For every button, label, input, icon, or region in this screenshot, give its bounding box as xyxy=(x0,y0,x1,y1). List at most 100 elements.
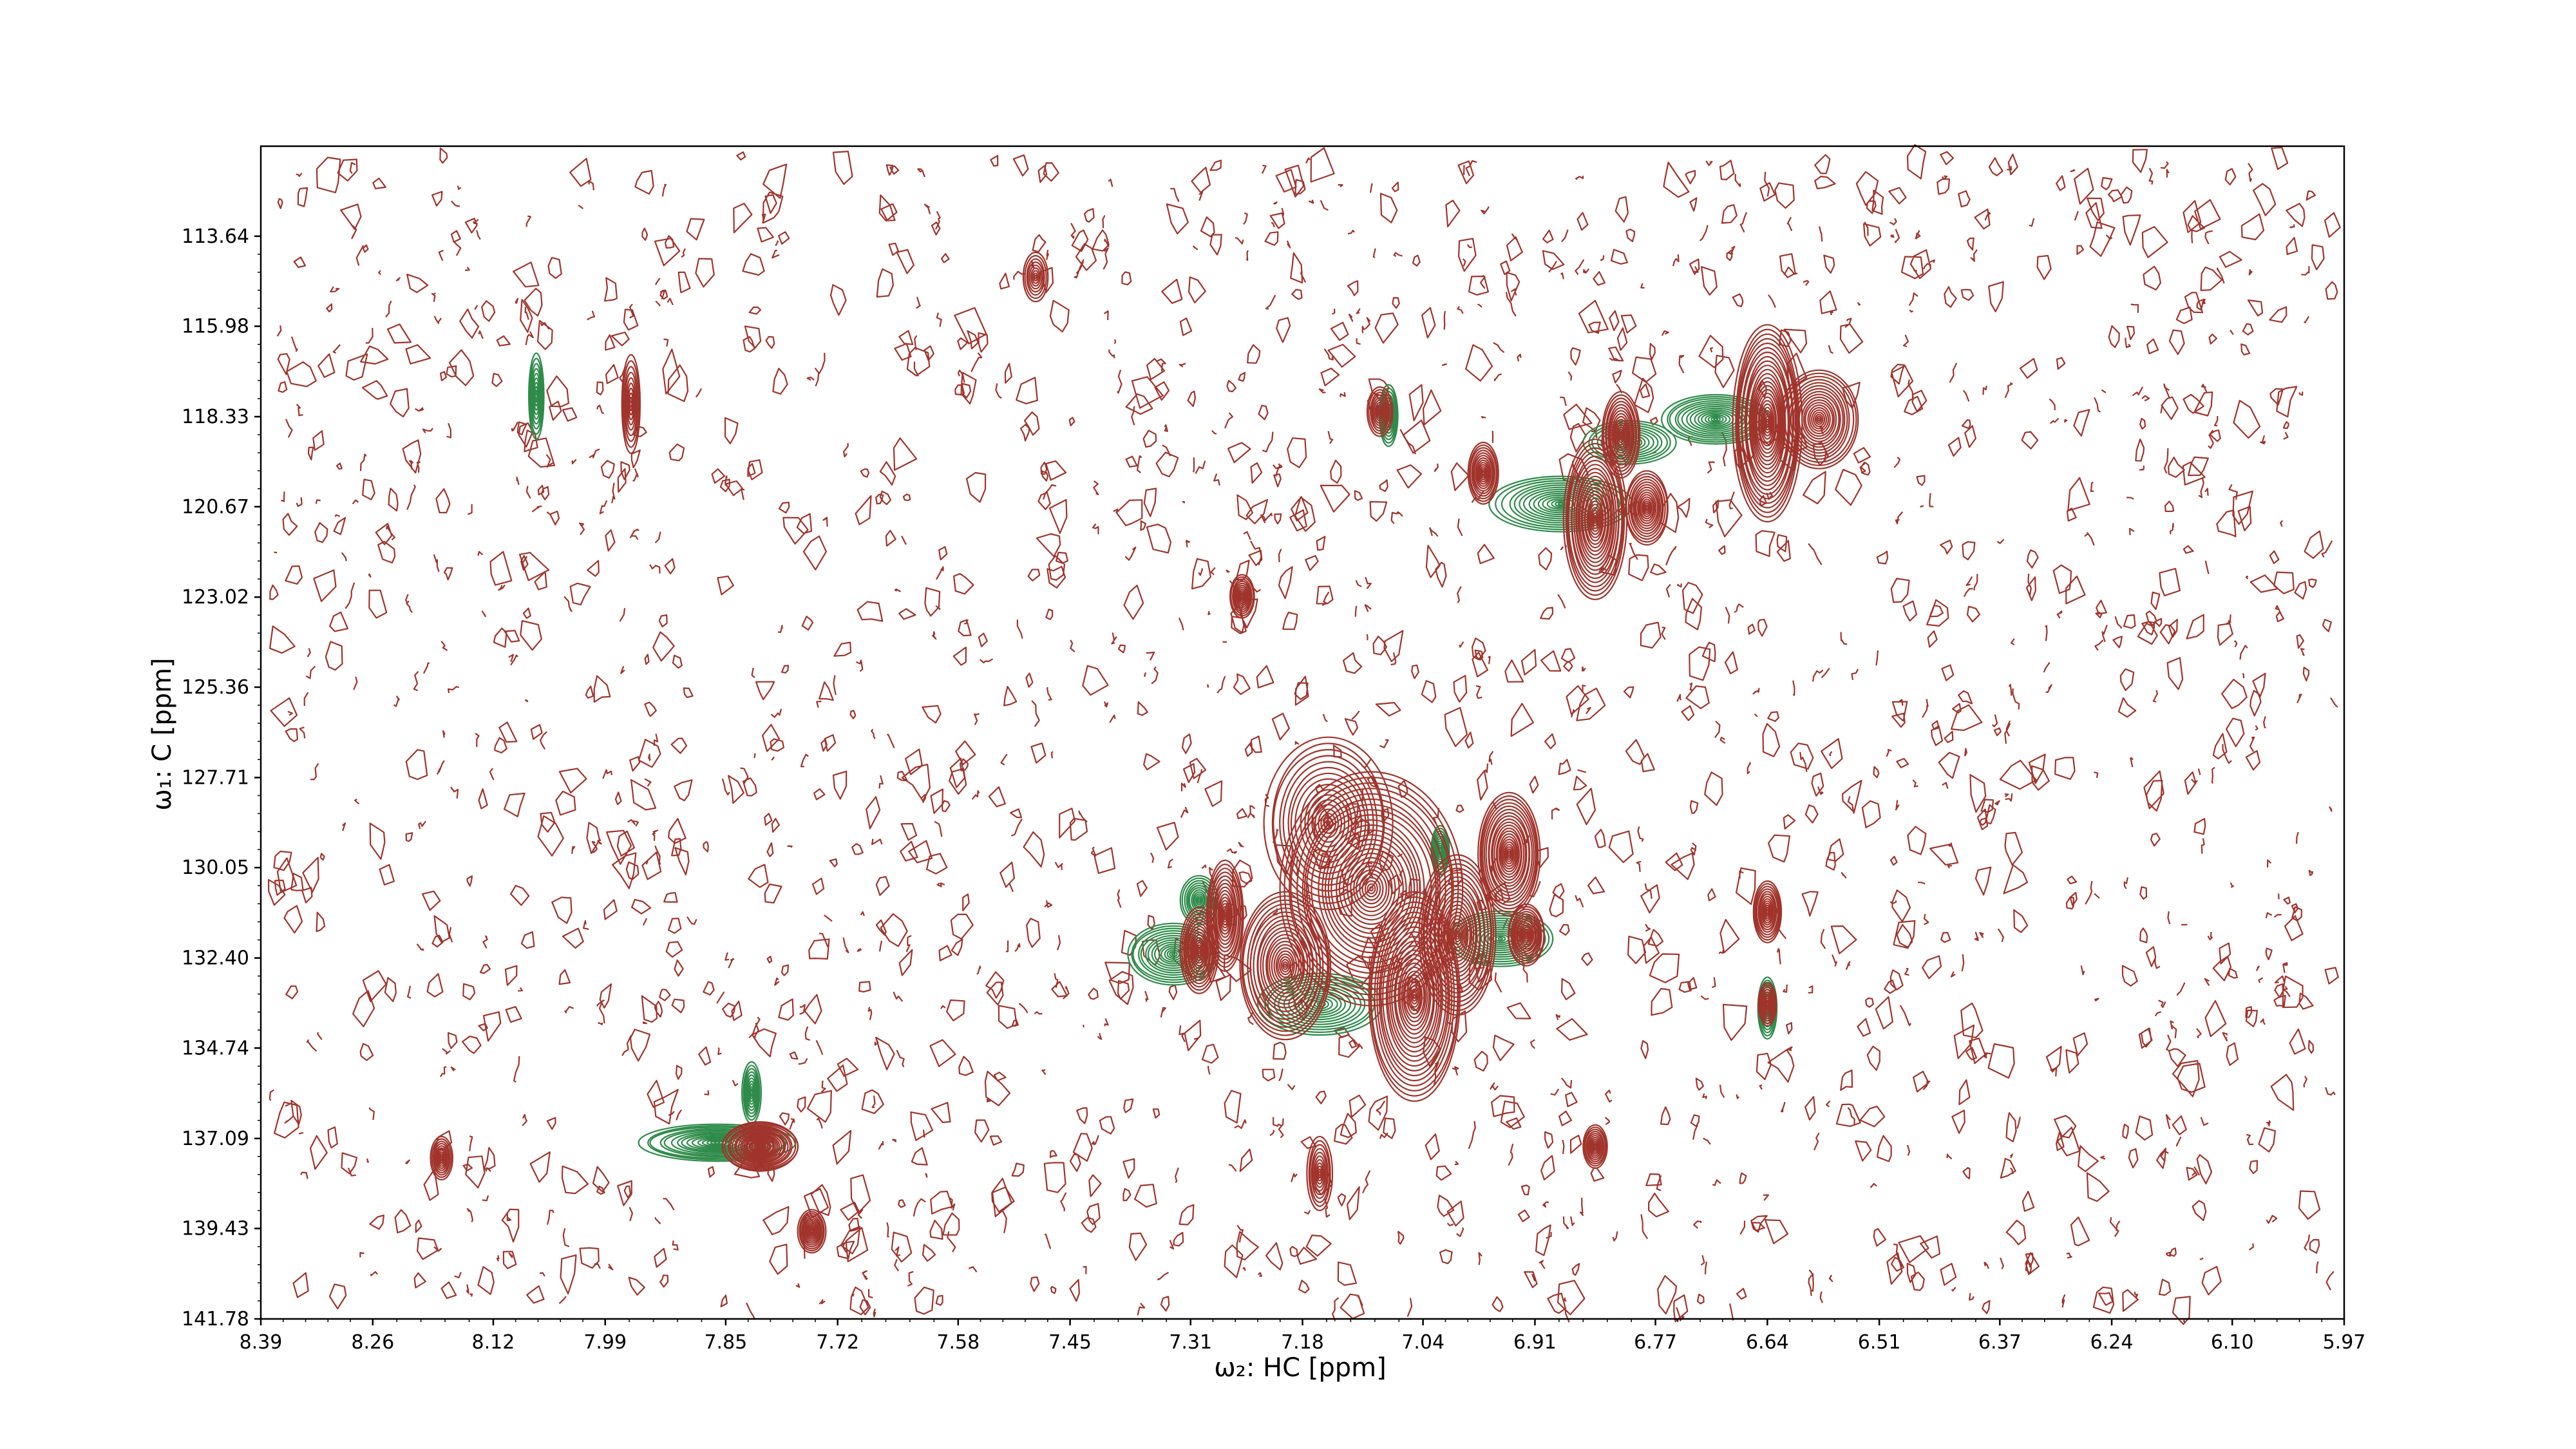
x-tick-label: 7.45 xyxy=(1048,1331,1092,1354)
contour-level xyxy=(1370,901,1459,1092)
contour-level xyxy=(758,1144,762,1148)
contour-level xyxy=(747,1080,756,1105)
contour-level xyxy=(1271,943,1300,987)
contour-level xyxy=(1480,799,1538,910)
contour-level xyxy=(1235,584,1249,609)
contour-level xyxy=(1485,808,1533,900)
contour-level xyxy=(1219,900,1231,932)
contour-level xyxy=(1455,930,1461,940)
positive-peak xyxy=(1477,791,1541,917)
contour-level xyxy=(1591,1140,1600,1153)
contour-level xyxy=(1028,264,1043,290)
contour-level xyxy=(1307,794,1350,853)
contour-level xyxy=(1744,355,1791,491)
contour-level xyxy=(1378,384,1399,448)
contour-level xyxy=(1511,911,1541,960)
contour-level xyxy=(1305,809,1437,969)
contour-level xyxy=(714,1141,721,1145)
positive-peak xyxy=(1601,391,1641,479)
contour-level xyxy=(1431,828,1450,873)
x-tick-label: 8.39 xyxy=(240,1331,283,1354)
y-tick-label: 141.78 xyxy=(182,1308,249,1331)
contour-level xyxy=(621,354,641,454)
contour-level xyxy=(1282,961,1289,971)
contour-level xyxy=(1247,903,1324,1028)
contour-level xyxy=(1304,789,1352,858)
contour-level xyxy=(1239,891,1332,1041)
contour-level xyxy=(1196,944,1202,957)
contour-level xyxy=(1321,824,1421,954)
contour-level xyxy=(1278,983,1362,1025)
x-tick-label: 7.18 xyxy=(1281,1331,1324,1354)
contour-level xyxy=(1508,905,1545,964)
contour-level xyxy=(1407,981,1421,1012)
contour-level xyxy=(1763,413,1772,433)
contour-level xyxy=(1469,447,1497,500)
contour-level xyxy=(629,400,633,408)
contour-level xyxy=(1609,410,1633,460)
contour-level xyxy=(1557,502,1564,506)
contour-level xyxy=(1239,591,1245,601)
positive-peak xyxy=(1467,441,1499,505)
contour-level xyxy=(1573,464,1617,575)
contour-level xyxy=(1308,1140,1331,1208)
contour-level xyxy=(1586,1133,1604,1160)
contour-level xyxy=(1645,506,1649,510)
x-tick-label: 6.24 xyxy=(2090,1331,2134,1354)
x-tick-label: 6.51 xyxy=(1858,1331,1901,1354)
contour-level xyxy=(1578,479,1612,560)
contour-level xyxy=(1193,939,1205,961)
contour-level xyxy=(1493,824,1525,884)
contour-level xyxy=(1166,949,1180,960)
contour-level xyxy=(804,1220,819,1242)
contour-level xyxy=(1197,948,1201,952)
contour-level xyxy=(1385,931,1443,1062)
contour-level xyxy=(1797,391,1841,448)
contour-level xyxy=(1221,905,1229,926)
contour-level xyxy=(1181,909,1217,991)
contour-level xyxy=(1397,958,1432,1035)
contour-level xyxy=(1376,406,1383,417)
contour-level xyxy=(1762,410,1773,437)
positive-peak xyxy=(1418,854,1497,1016)
contour-level xyxy=(1479,795,1539,913)
contour-level xyxy=(1519,486,1603,522)
y-tick-label: 137.09 xyxy=(182,1128,249,1150)
positive-peak xyxy=(1179,906,1219,994)
contour-level xyxy=(1169,951,1178,958)
contour-level xyxy=(1394,949,1435,1044)
contour-level xyxy=(1215,889,1235,942)
contour-level xyxy=(1518,922,1535,948)
contour-level xyxy=(1327,834,1416,943)
contour-level xyxy=(1507,852,1511,857)
y-tick-label: 120.67 xyxy=(182,496,249,518)
contour-level xyxy=(1478,464,1489,483)
contour-level xyxy=(1233,580,1252,612)
contour-level xyxy=(1642,500,1652,515)
contour-level xyxy=(1814,413,1824,425)
y-tick-label: 130.05 xyxy=(182,857,249,879)
contour-level xyxy=(1477,462,1490,485)
contour-level xyxy=(1639,496,1654,520)
contour-level xyxy=(1408,985,1420,1008)
contour-level xyxy=(752,1141,769,1152)
contour-level xyxy=(623,366,639,442)
contour-level xyxy=(1364,880,1378,898)
contour-level xyxy=(1183,913,1216,988)
contour-level xyxy=(1755,886,1780,938)
contour-level xyxy=(1309,1144,1331,1203)
contour-level xyxy=(1434,884,1482,985)
contour-level xyxy=(1452,924,1463,945)
contour-level xyxy=(624,372,638,437)
y-tick-label: 125.36 xyxy=(182,676,249,699)
contour-level xyxy=(1315,1162,1324,1185)
contour-level xyxy=(1817,417,1821,422)
contour-level xyxy=(1467,441,1499,505)
contour-level xyxy=(1179,906,1219,994)
contour-level xyxy=(1757,396,1777,450)
contour-level xyxy=(1449,918,1466,952)
contour-level xyxy=(531,372,542,420)
contour-level xyxy=(530,368,542,425)
contour-level xyxy=(1764,415,1770,431)
positive-peak xyxy=(1022,251,1049,303)
